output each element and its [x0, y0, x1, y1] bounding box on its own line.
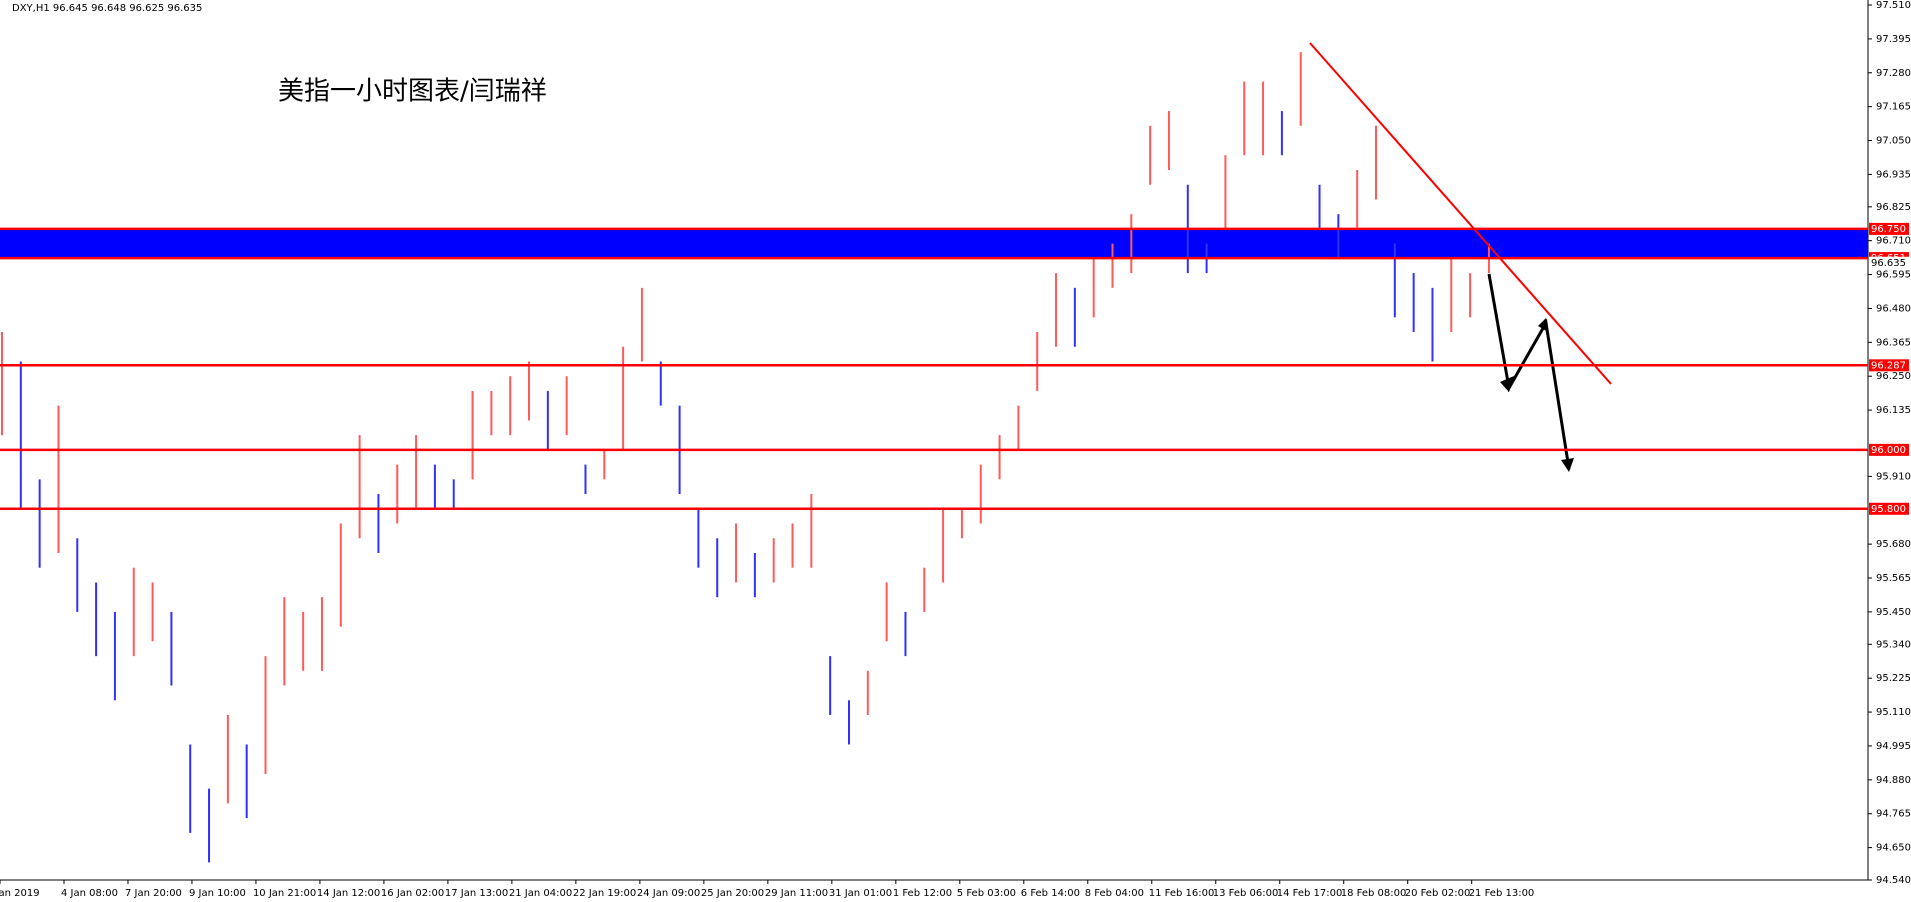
arrow-head [1561, 458, 1574, 472]
arrow-head [1538, 318, 1548, 332]
y-tick-label: 96.595 [1876, 270, 1911, 281]
y-tick-label: 96.825 [1876, 202, 1911, 213]
x-tick-label: 14 Jan 12:00 [317, 888, 380, 899]
current-price-label: 96.635 [1871, 258, 1906, 269]
x-tick-label: 13 Feb 06:00 [1213, 888, 1279, 899]
level-tag [1869, 443, 1909, 456]
level-label: 95.800 [1871, 504, 1906, 515]
plot [0, 52, 1868, 863]
x-tick-label: 18 Feb 08:00 [1341, 888, 1407, 899]
header: DXY,H1 96.645 96.648 96.625 96.635 [12, 3, 202, 14]
y-tick-label: 96.365 [1876, 337, 1911, 348]
y-tick-label: 97.395 [1876, 34, 1911, 45]
x-tick-label: 6 Feb 14:00 [1021, 888, 1080, 899]
y-tick-label: 94.880 [1876, 775, 1911, 786]
x-tick-label: 9 Jan 10:00 [189, 888, 246, 899]
y-tick-label: 97.165 [1876, 102, 1911, 113]
x-tick-label: 16 Jan 02:00 [381, 888, 444, 899]
price-tag [1869, 256, 1909, 269]
trend-line [1309, 42, 1612, 385]
x-tick-label: 11 Feb 16:00 [1149, 888, 1215, 899]
level-tag [1869, 359, 1909, 372]
x-tick-label: 29 Jan 11:00 [765, 888, 828, 899]
x-tick-label: 14 Feb 17:00 [1277, 888, 1343, 899]
level-tag [1869, 222, 1909, 235]
x-tick-label: 20 Feb 02:00 [1405, 888, 1471, 899]
level-tag [1869, 502, 1909, 515]
arrow-head [1500, 376, 1514, 392]
x-tick-label: 8 Feb 04:00 [1085, 888, 1144, 899]
x-tick-label: 3 Jan 2019 [0, 888, 40, 899]
x-tick-label: 1 Feb 12:00 [893, 888, 952, 899]
y-tick-label: 95.340 [1876, 639, 1911, 650]
x-tick-label: 24 Jan 09:00 [637, 888, 700, 899]
y-tick-label: 97.510 [1876, 0, 1911, 11]
y-tick-label: 96.710 [1876, 236, 1911, 247]
x-tick-label: 31 Jan 01:00 [829, 888, 892, 899]
y-tick-label: 94.650 [1876, 843, 1911, 854]
x-tick-label: 10 Jan 21:00 [253, 888, 316, 899]
y-tick-label: 95.910 [1876, 471, 1911, 482]
level-label: 96.287 [1871, 360, 1906, 371]
y-tick-label: 94.540 [1876, 875, 1911, 886]
level-label: 96.000 [1871, 445, 1906, 456]
x-tick-label: 7 Jan 20:00 [125, 888, 182, 899]
y-tick-label: 95.450 [1876, 607, 1911, 618]
y-tick-label: 95.110 [1876, 707, 1911, 718]
annotation: 美指一小时图表/闫瑞祥 [278, 77, 547, 107]
forecast-arrow [1487, 273, 1571, 470]
y-tick-label: 94.765 [1876, 809, 1911, 820]
y-tick-label: 96.935 [1876, 169, 1911, 180]
x-tick-label: 22 Jan 19:00 [573, 888, 636, 899]
resistance-zone [0, 228, 1868, 259]
x-tick-label: 17 Jan 13:00 [445, 888, 508, 899]
y-tick-label: 95.225 [1876, 673, 1911, 684]
y-tick-label: 96.480 [1876, 303, 1911, 314]
x-tick-label: 21 Jan 04:00 [509, 888, 572, 899]
y-tick-label: 97.280 [1876, 68, 1911, 79]
y-tick-label: 95.565 [1876, 573, 1911, 584]
x-tick-label: 4 Jan 08:00 [61, 888, 118, 899]
x-tick-label: 5 Feb 03:00 [957, 888, 1016, 899]
y-tick-label: 97.050 [1876, 136, 1911, 147]
y-tick-label: 96.250 [1876, 371, 1911, 382]
x-tick-label: 21 Feb 13:00 [1469, 888, 1535, 899]
x-tick-label: 25 Jan 20:00 [701, 888, 764, 899]
y-tick-label: 95.680 [1876, 539, 1911, 550]
y-tick-label: 96.135 [1876, 405, 1911, 416]
y-tick-label: 94.995 [1876, 741, 1911, 752]
level-label: 96.750 [1871, 224, 1906, 235]
